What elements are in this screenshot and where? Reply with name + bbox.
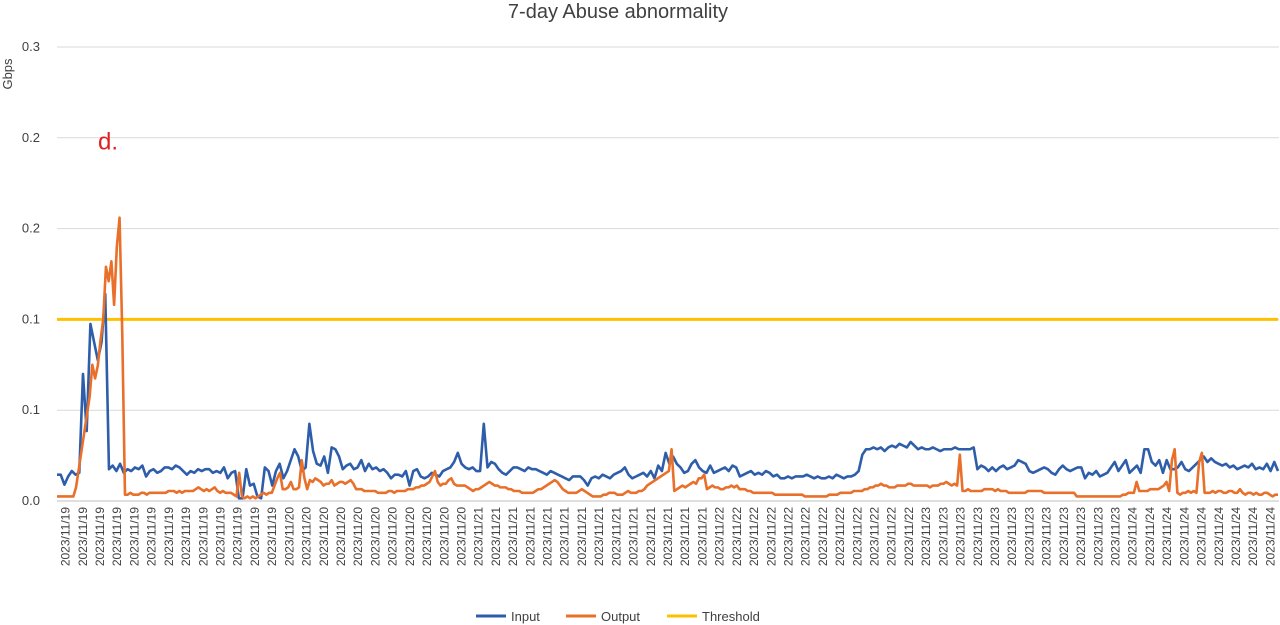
x-tick-label: 2023/11/22 [850,507,864,566]
x-tick-label: 2023/11/21 [644,507,658,566]
series-input-line [57,292,1280,500]
x-tick-label: 2023/11/20 [334,507,348,566]
x-tick-label: 2023/11/19 [59,507,73,566]
y-tick-label: 0.2 [22,130,40,145]
y-tick-label: 0.2 [22,221,40,236]
x-tick-label: 2023/11/24 [1177,507,1191,566]
series-output-line [57,216,1278,500]
legend: Input Output Threshold [476,609,760,624]
x-tick-label: 2023/11/22 [816,507,830,566]
x-tick-label: 2023/11/22 [868,507,882,566]
x-tick-label: 2023/11/20 [455,507,469,566]
y-tick-label: 0.3 [22,39,40,54]
x-tick-label: 2023/11/21 [472,507,486,566]
x-tick-label: 2023/11/19 [162,507,176,566]
x-tick-label: 2023/11/24 [1212,507,1226,566]
chart-title: 7-day Abuse abnormality [508,1,728,23]
y-tick-labels: 0.0 0.1 0.1 0.2 0.2 0.3 [22,39,40,508]
x-tick-label: 2023/11/23 [936,507,950,566]
x-tick-label: 2023/11/20 [300,507,314,566]
x-tick-label: 2023/11/21 [627,507,641,566]
x-tick-label: 2023/11/23 [1109,507,1123,566]
x-tick-label: 2023/11/19 [76,507,90,566]
y-tick-label: 0.1 [22,402,40,417]
x-tick-label: 2023/11/24 [1195,507,1209,566]
x-tick-label: 2023/11/23 [1040,507,1054,566]
y-tick-label: 0.0 [22,493,40,508]
x-tick-label: 2023/11/20 [351,507,365,566]
x-tick-label: 2023/11/22 [799,507,813,566]
annotation-d: d. [98,128,118,155]
x-tick-label: 2023/11/24 [1263,507,1277,566]
x-tick-label: 2023/11/21 [609,507,623,566]
x-tick-label: 2023/11/21 [541,507,555,566]
x-tick-label: 2023/11/23 [1005,507,1019,566]
x-tick-label: 2023/11/22 [764,507,778,566]
x-tick-label: 2023/11/19 [196,507,210,566]
x-tick-label: 2023/11/21 [523,507,537,566]
x-tick-label: 2023/11/21 [489,507,503,566]
x-tick-label: 2023/11/23 [1074,507,1088,566]
x-tick-label: 2023/11/23 [919,507,933,566]
x-tick-label: 2023/11/19 [179,507,193,566]
x-tick-label: 2023/11/19 [145,507,159,566]
x-tick-label: 2023/11/20 [403,507,417,566]
x-tick-label: 2023/11/19 [128,507,142,566]
x-tick-label: 2023/11/19 [214,507,228,566]
x-tick-label: 2023/11/19 [93,507,107,566]
x-tick-label: 2023/11/23 [1091,507,1105,566]
x-tick-label: 2023/11/21 [678,507,692,566]
x-tick-label: 2023/11/24 [1160,507,1174,566]
x-tick-label: 2023/11/23 [1057,507,1071,566]
legend-input-label: Input [511,609,540,624]
x-tick-label: 2023/11/21 [695,507,709,566]
x-tick-label: 2023/11/20 [282,507,296,566]
x-tick-label: 2023/11/22 [782,507,796,566]
x-tick-label: 2023/11/22 [747,507,761,566]
x-tick-label: 2023/11/22 [833,507,847,566]
x-tick-label: 2023/11/21 [592,507,606,566]
x-tick-label: 2023/11/20 [368,507,382,566]
x-tick-label: 2023/11/20 [437,507,451,566]
x-tick-label: 2023/11/21 [506,507,520,566]
x-tick-label: 2023/11/22 [713,507,727,566]
x-tick-label: 2023/11/21 [575,507,589,566]
x-tick-label: 2023/11/20 [386,507,400,566]
x-tick-label: 2023/11/24 [1143,507,1157,566]
x-tick-label: 2023/11/23 [988,507,1002,566]
x-tick-label: 2023/11/23 [971,507,985,566]
x-tick-label: 2023/11/24 [1246,507,1260,566]
y-axis-label: Gbps [0,58,15,90]
grid [57,46,1279,411]
x-tick-label: 2023/11/22 [902,507,916,566]
x-tick-label: 2023/11/21 [558,507,572,566]
x-tick-label: 2023/11/20 [317,507,331,566]
x-tick-label: 2023/11/19 [110,507,124,566]
legend-threshold-label: Threshold [702,609,760,624]
series-group [57,216,1280,500]
legend-output-label: Output [601,609,640,624]
x-tick-label: 2023/11/19 [248,507,262,566]
x-tick-label: 2023/11/24 [1126,507,1140,566]
x-tick-label: 2023/11/22 [730,507,744,566]
x-tick-label: 2023/11/23 [1022,507,1036,566]
x-tick-label: 2023/11/19 [231,507,245,566]
x-tick-label: 2023/11/24 [1229,507,1243,566]
x-tick-label: 2023/11/19 [265,507,279,566]
x-tick-label: 2023/11/20 [420,507,434,566]
y-tick-label: 0.1 [22,311,40,326]
x-tick-label: 2023/11/22 [885,507,899,566]
x-tick-labels: 2023/11/19 2023/11/19 2023/11/19 2023/11/19… [59,507,1278,566]
x-tick-label: 2023/11/23 [954,507,968,566]
x-tick-label: 2023/11/21 [661,507,675,566]
